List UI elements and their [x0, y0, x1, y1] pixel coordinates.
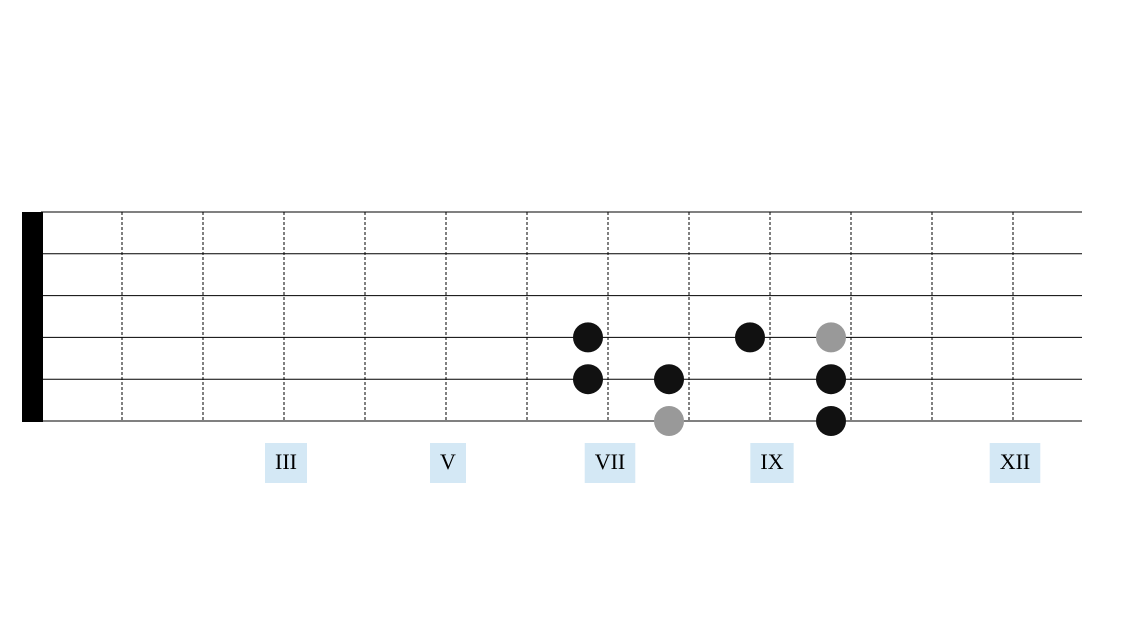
note-dot	[654, 364, 684, 395]
fret-marker-box	[584, 443, 636, 483]
note-dot	[654, 406, 684, 436]
fret-marker-label: IX	[760, 449, 783, 474]
fret-marker-label: V	[440, 449, 456, 474]
fret-marker-box	[430, 443, 466, 483]
fret-marker-label: VII	[595, 449, 626, 474]
note-dot	[573, 364, 603, 395]
note-dot	[816, 406, 846, 436]
fret-marker-label: XII	[1000, 449, 1031, 474]
note-dot	[816, 322, 846, 353]
fret-marker-label: III	[275, 449, 297, 474]
fret-marker-box	[265, 443, 307, 483]
note-dot	[573, 322, 603, 353]
fret-marker-box	[989, 443, 1041, 483]
fret-marker-box	[750, 443, 794, 483]
note-dot	[735, 322, 765, 353]
nut	[22, 212, 43, 422]
note-dot	[816, 364, 846, 395]
